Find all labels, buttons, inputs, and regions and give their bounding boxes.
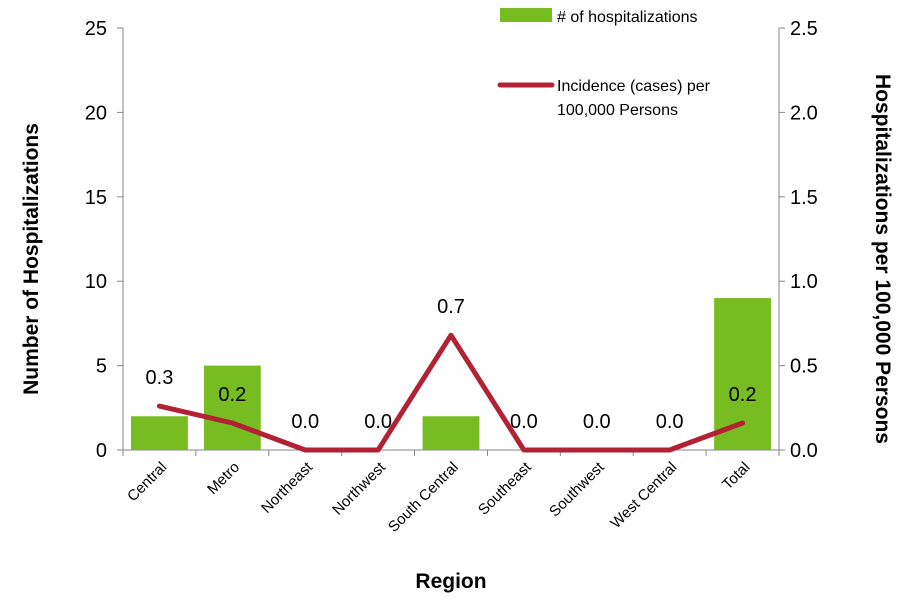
- legend: # of hospitalizations Incidence (cases) p…: [497, 8, 711, 119]
- x-tick-label: Total: [719, 459, 753, 493]
- data-label: 0.0: [510, 411, 538, 433]
- x-tick-label: Southwest: [546, 458, 608, 520]
- x-tick-label: West Central: [607, 459, 680, 532]
- y-tick-label-left: 25: [85, 18, 107, 40]
- legend-label-bars: # of hospitalizations: [557, 9, 698, 26]
- bar: [203, 365, 261, 450]
- data-label: 0.0: [656, 411, 684, 433]
- bar: [714, 298, 771, 450]
- x-tick-label: Northeast: [258, 458, 317, 517]
- y-tick-label-left: 20: [85, 102, 107, 124]
- legend-swatch-bars: [500, 8, 552, 22]
- data-label: 0.0: [364, 411, 392, 433]
- y-tick-label-right: 0.0: [790, 440, 818, 462]
- y-tick-label-left: 0: [96, 440, 107, 462]
- y-tick-label-right: 1.5: [790, 187, 818, 209]
- legend-label-line-part: Incidence (cases) per: [557, 78, 711, 95]
- labels-layer: 0.3 0.2 0.0 0.0 0.7 0.0 0.0 0.0 0.2: [146, 296, 757, 433]
- data-label: 0.7: [437, 296, 465, 318]
- line-point: [450, 334, 452, 336]
- line-point: [523, 449, 525, 451]
- line-point: [742, 422, 744, 424]
- y-tick-label-right: 2.5: [790, 18, 818, 40]
- x-axis-title: Region: [415, 570, 486, 593]
- y-axis-title-left: Number of Hospitalizations: [20, 123, 43, 395]
- bar: [131, 416, 188, 450]
- data-label: 0.0: [583, 411, 611, 433]
- line-point: [669, 449, 671, 451]
- x-tick-label: Northwest: [329, 458, 389, 518]
- data-label: 0.0: [291, 411, 319, 433]
- line-point: [596, 449, 598, 451]
- line-layer: [156, 332, 746, 453]
- x-tick-label: South Central: [385, 459, 462, 536]
- y-tick-label-left: 5: [96, 356, 107, 378]
- legend-label-line: Incidence (cases) per 100,000 Persons: [557, 78, 711, 119]
- data-label: 0.3: [146, 367, 174, 389]
- bars-layer: [131, 298, 771, 450]
- line-point: [158, 405, 160, 407]
- y-tick-label-right: 1.0: [790, 271, 818, 293]
- data-label: 0.2: [729, 384, 757, 406]
- data-label: 0.2: [218, 384, 246, 406]
- y-tick-label-left: 15: [85, 187, 107, 209]
- y-tick-label-right: 2.0: [790, 102, 818, 124]
- line-point: [377, 449, 379, 451]
- x-tick-label: Central: [124, 459, 170, 505]
- y-tick-label-left: 10: [85, 271, 107, 293]
- y-tick-label-right: 0.5: [790, 356, 818, 378]
- x-tick-label: Southeast: [475, 458, 535, 518]
- line-point: [231, 422, 233, 424]
- x-tick-label: Metro: [204, 459, 243, 498]
- bar: [422, 416, 480, 450]
- line-point: [304, 449, 306, 451]
- legend-label-line-part: 100,000 Persons: [557, 102, 678, 119]
- y-axis-title-right: Hospitalizations per 100,000 Persons: [871, 74, 894, 444]
